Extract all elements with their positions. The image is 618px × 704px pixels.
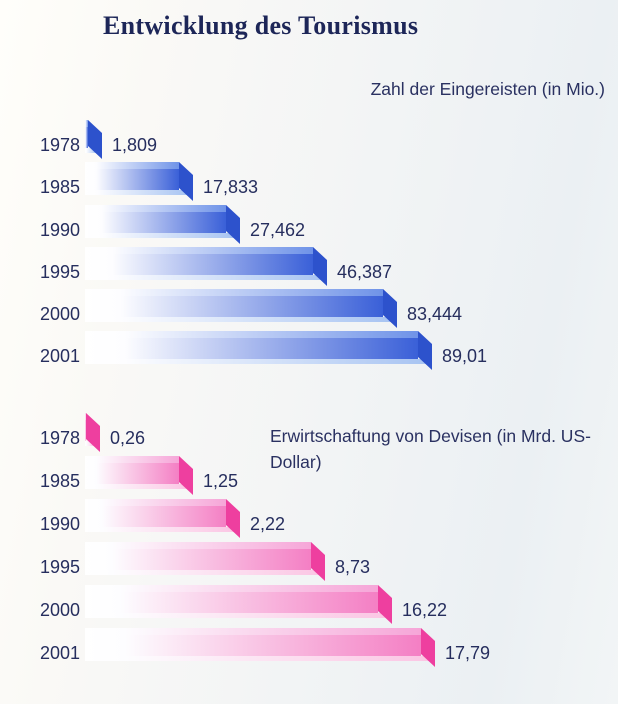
revenue-chart: 1978 0,26 1985 1,25 1990 2,22 1995 8,73 2000 16,2… <box>40 413 490 667</box>
arrivals-bar-1995 <box>85 247 327 286</box>
revenue-chart-title: Erwirtschaftung von Devisen (in Mrd. US-… <box>270 426 591 472</box>
revenue-year-label-1978: 1978 <box>40 428 80 448</box>
revenue-bar-1978 <box>85 413 100 452</box>
revenue-year-label-1995: 1995 <box>40 557 80 577</box>
arrivals-chart: 1978 1,809 1985 17,833 1990 27,462 1995 46,387 2… <box>40 120 487 370</box>
revenue-year-label-1985: 1985 <box>40 471 80 491</box>
revenue-bar-1990 <box>85 499 240 538</box>
arrivals-chart-title: Zahl der Eingereisten (in Mio.) <box>370 79 605 99</box>
arrivals-year-label-2001: 2001 <box>40 346 80 366</box>
revenue-value-label-1985: 1,25 <box>203 471 238 491</box>
arrivals-bar-1990 <box>85 205 240 244</box>
arrivals-value-label-2000: 83,444 <box>407 304 462 324</box>
arrivals-value-label-1995: 46,387 <box>337 262 392 282</box>
arrivals-year-label-2000: 2000 <box>40 304 80 324</box>
arrivals-value-label-1978: 1,809 <box>112 135 157 155</box>
arrivals-year-label-1995: 1995 <box>40 262 80 282</box>
arrivals-bar-2001 <box>85 331 432 370</box>
arrivals-bar-2000 <box>85 289 397 328</box>
arrivals-bar-1985 <box>85 162 193 201</box>
revenue-year-label-2000: 2000 <box>40 600 80 620</box>
arrivals-year-label-1990: 1990 <box>40 220 80 240</box>
revenue-year-label-2001: 2001 <box>40 643 80 663</box>
arrivals-year-label-1985: 1985 <box>40 177 80 197</box>
revenue-bar-1985 <box>85 456 193 495</box>
revenue-bar-2000 <box>85 585 392 624</box>
revenue-value-label-1990: 2,22 <box>250 514 285 534</box>
page-title: Entwicklung des Tourismus <box>103 11 419 40</box>
arrivals-bar-1978 <box>85 120 102 159</box>
revenue-bar-2001 <box>85 628 435 667</box>
arrivals-value-label-1990: 27,462 <box>250 220 305 240</box>
revenue-value-label-2000: 16,22 <box>402 600 447 620</box>
revenue-year-label-1990: 1990 <box>40 514 80 534</box>
revenue-value-label-2001: 17,79 <box>445 643 490 663</box>
revenue-value-label-1995: 8,73 <box>335 557 370 577</box>
arrivals-year-label-1978: 1978 <box>40 135 80 155</box>
arrivals-value-label-1985: 17,833 <box>203 177 258 197</box>
revenue-bar-1995 <box>85 542 325 581</box>
revenue-value-label-1978: 0,26 <box>110 428 145 448</box>
arrivals-value-label-2001: 89,01 <box>442 346 487 366</box>
